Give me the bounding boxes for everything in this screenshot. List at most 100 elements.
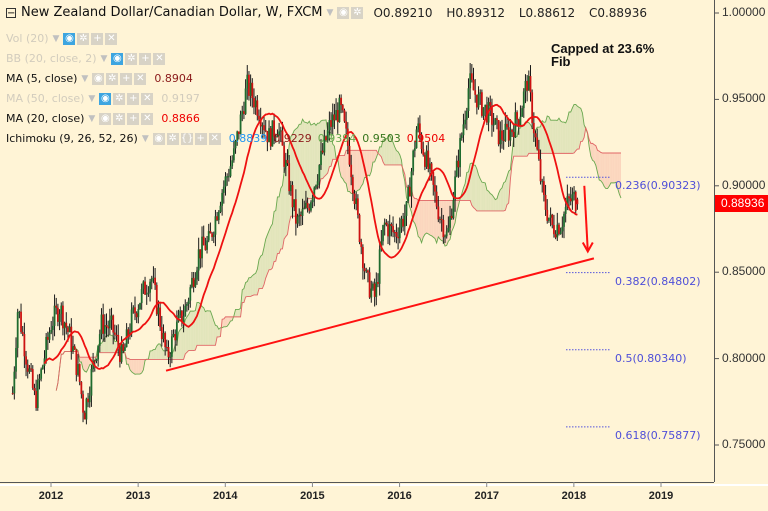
- candle-body: [569, 198, 572, 202]
- chevron-down-icon[interactable]: ▼: [88, 93, 96, 104]
- fib-retracement[interactable]: [566, 176, 610, 428]
- candle-body: [331, 114, 334, 127]
- plus-icon[interactable]: +: [194, 132, 207, 145]
- visibility-icon[interactable]: ◉: [337, 6, 350, 19]
- candle-body: [532, 122, 535, 134]
- plus-icon[interactable]: +: [139, 52, 152, 65]
- candle-body: [286, 159, 289, 164]
- cloud-segment: [252, 274, 254, 296]
- visibility-icon[interactable]: ◉: [152, 132, 165, 145]
- chevron-down-icon[interactable]: ▼: [81, 73, 89, 84]
- candle-body: [137, 309, 140, 318]
- indicator-row[interactable]: Vol (20) ▼ ◉ ✲ + ✕: [6, 32, 119, 45]
- indicator-label[interactable]: Ichimoku (9, 26, 52, 26): [6, 132, 138, 145]
- x-tick-label: 2017: [474, 490, 499, 502]
- cloud-segment: [305, 122, 308, 206]
- chevron-down-icon[interactable]: ▼: [326, 7, 334, 18]
- cloud-segment: [604, 153, 606, 189]
- ichimoku-cloud: [55, 103, 622, 391]
- visibility-icon[interactable]: ◉: [63, 32, 76, 45]
- cloud-segment: [264, 239, 266, 285]
- close-icon[interactable]: ✕: [134, 72, 147, 85]
- indicator-label[interactable]: Vol (20): [6, 32, 49, 45]
- close-icon[interactable]: ✕: [105, 32, 118, 45]
- indicator-row[interactable]: BB (20, close, 2) ▼ ◉ ✲ + ✕: [6, 52, 167, 65]
- chevron-down-icon[interactable]: ▼: [52, 33, 60, 44]
- cloud-segment: [476, 168, 479, 211]
- cloud-segment: [156, 343, 159, 360]
- candle-body: [259, 119, 262, 127]
- close-icon[interactable]: ✕: [208, 132, 221, 145]
- candle-body: [130, 309, 133, 333]
- cloud-segment: [465, 172, 467, 201]
- candle-body: [346, 128, 349, 146]
- gear-icon[interactable]: ✲: [113, 92, 126, 105]
- candle-body: [11, 393, 14, 395]
- candle-body: [343, 110, 346, 122]
- gear-icon[interactable]: ✲: [77, 32, 90, 45]
- gear-icon[interactable]: ✲: [113, 112, 126, 125]
- chevron-down-icon[interactable]: ▼: [100, 53, 108, 64]
- indicator-row[interactable]: MA (20, close) ▼ ◉ ✲ + ✕ 0.8866: [6, 112, 200, 125]
- indicator-row[interactable]: MA (5, close) ▼ ◉ ✲ + ✕ 0.8904: [6, 72, 193, 85]
- ichimoku-value: 0.9504: [406, 132, 446, 145]
- source-code-icon[interactable]: {}: [180, 132, 194, 145]
- cloud-segment: [607, 153, 610, 189]
- cloud-segment: [269, 226, 271, 270]
- candle-body: [112, 315, 115, 333]
- visibility-icon[interactable]: ◉: [99, 92, 112, 105]
- close-icon[interactable]: ✕: [153, 52, 166, 65]
- drawings[interactable]: [165, 185, 595, 372]
- candle-body: [524, 80, 527, 92]
- indicator-label[interactable]: MA (50, close): [6, 92, 85, 105]
- cloud-segment: [564, 122, 566, 154]
- candle-body: [504, 123, 507, 141]
- candle-body: [209, 231, 212, 234]
- indicator-row[interactable]: Ichimoku (9, 26, 52, 26) ▼ ◉ ✲{} + ✕ 0.8839 0.9…: [6, 132, 445, 145]
- cloud-segment: [260, 254, 263, 289]
- close-icon[interactable]: ✕: [141, 92, 154, 105]
- gear-icon[interactable]: ✲: [351, 6, 364, 19]
- chevron-down-icon[interactable]: ▼: [88, 113, 96, 124]
- low-value: L0.88612: [518, 5, 576, 20]
- gear-icon[interactable]: ✲: [125, 52, 138, 65]
- candle-body: [328, 120, 331, 131]
- plus-icon[interactable]: +: [91, 32, 104, 45]
- axis-ticks: [50, 12, 719, 487]
- cloud-segment: [210, 310, 213, 346]
- candle-body: [370, 288, 373, 298]
- x-tick-label: 2013: [125, 490, 151, 502]
- close-icon[interactable]: ✕: [141, 112, 154, 125]
- cloud-segment: [579, 107, 581, 150]
- plus-icon[interactable]: +: [120, 72, 133, 85]
- indicator-label[interactable]: BB (20, close, 2): [6, 52, 97, 65]
- cloud-segment: [265, 234, 268, 279]
- cloud-segment: [202, 306, 204, 346]
- indicator-row[interactable]: MA (50, close) ▼ ◉ ✲ + ✕ 0.9197: [6, 92, 200, 105]
- cloud-segment: [222, 318, 224, 328]
- collapse-icon[interactable]: −: [6, 7, 16, 19]
- candle-body: [517, 119, 520, 125]
- plus-icon[interactable]: +: [127, 112, 140, 125]
- current-price-badge: 0.88936: [715, 195, 768, 212]
- candle-body: [127, 329, 130, 336]
- indicator-label[interactable]: MA (20, close): [6, 112, 85, 125]
- visibility-icon[interactable]: ◉: [99, 112, 112, 125]
- chart-annotation[interactable]: Capped at 23.6% Fib: [551, 42, 654, 68]
- cloud-segment: [592, 143, 595, 162]
- candle-body: [407, 186, 410, 202]
- plus-icon[interactable]: +: [127, 92, 140, 105]
- candle-body: [511, 129, 513, 132]
- cloud-segment: [253, 273, 256, 295]
- candle-body: [382, 225, 384, 242]
- symbol-title[interactable]: New Zealand Dollar/Canadian Dollar, W, F…: [21, 5, 323, 20]
- candle-body: [427, 150, 430, 169]
- chevron-down-icon[interactable]: ▼: [141, 133, 149, 144]
- visibility-icon[interactable]: ◉: [111, 52, 124, 65]
- y-tick-label: 0.85000: [722, 264, 766, 279]
- gear-icon[interactable]: ✲: [106, 72, 119, 85]
- visibility-icon[interactable]: ◉: [92, 72, 105, 85]
- indicator-label[interactable]: MA (5, close): [6, 72, 78, 85]
- gear-icon[interactable]: ✲: [166, 132, 179, 145]
